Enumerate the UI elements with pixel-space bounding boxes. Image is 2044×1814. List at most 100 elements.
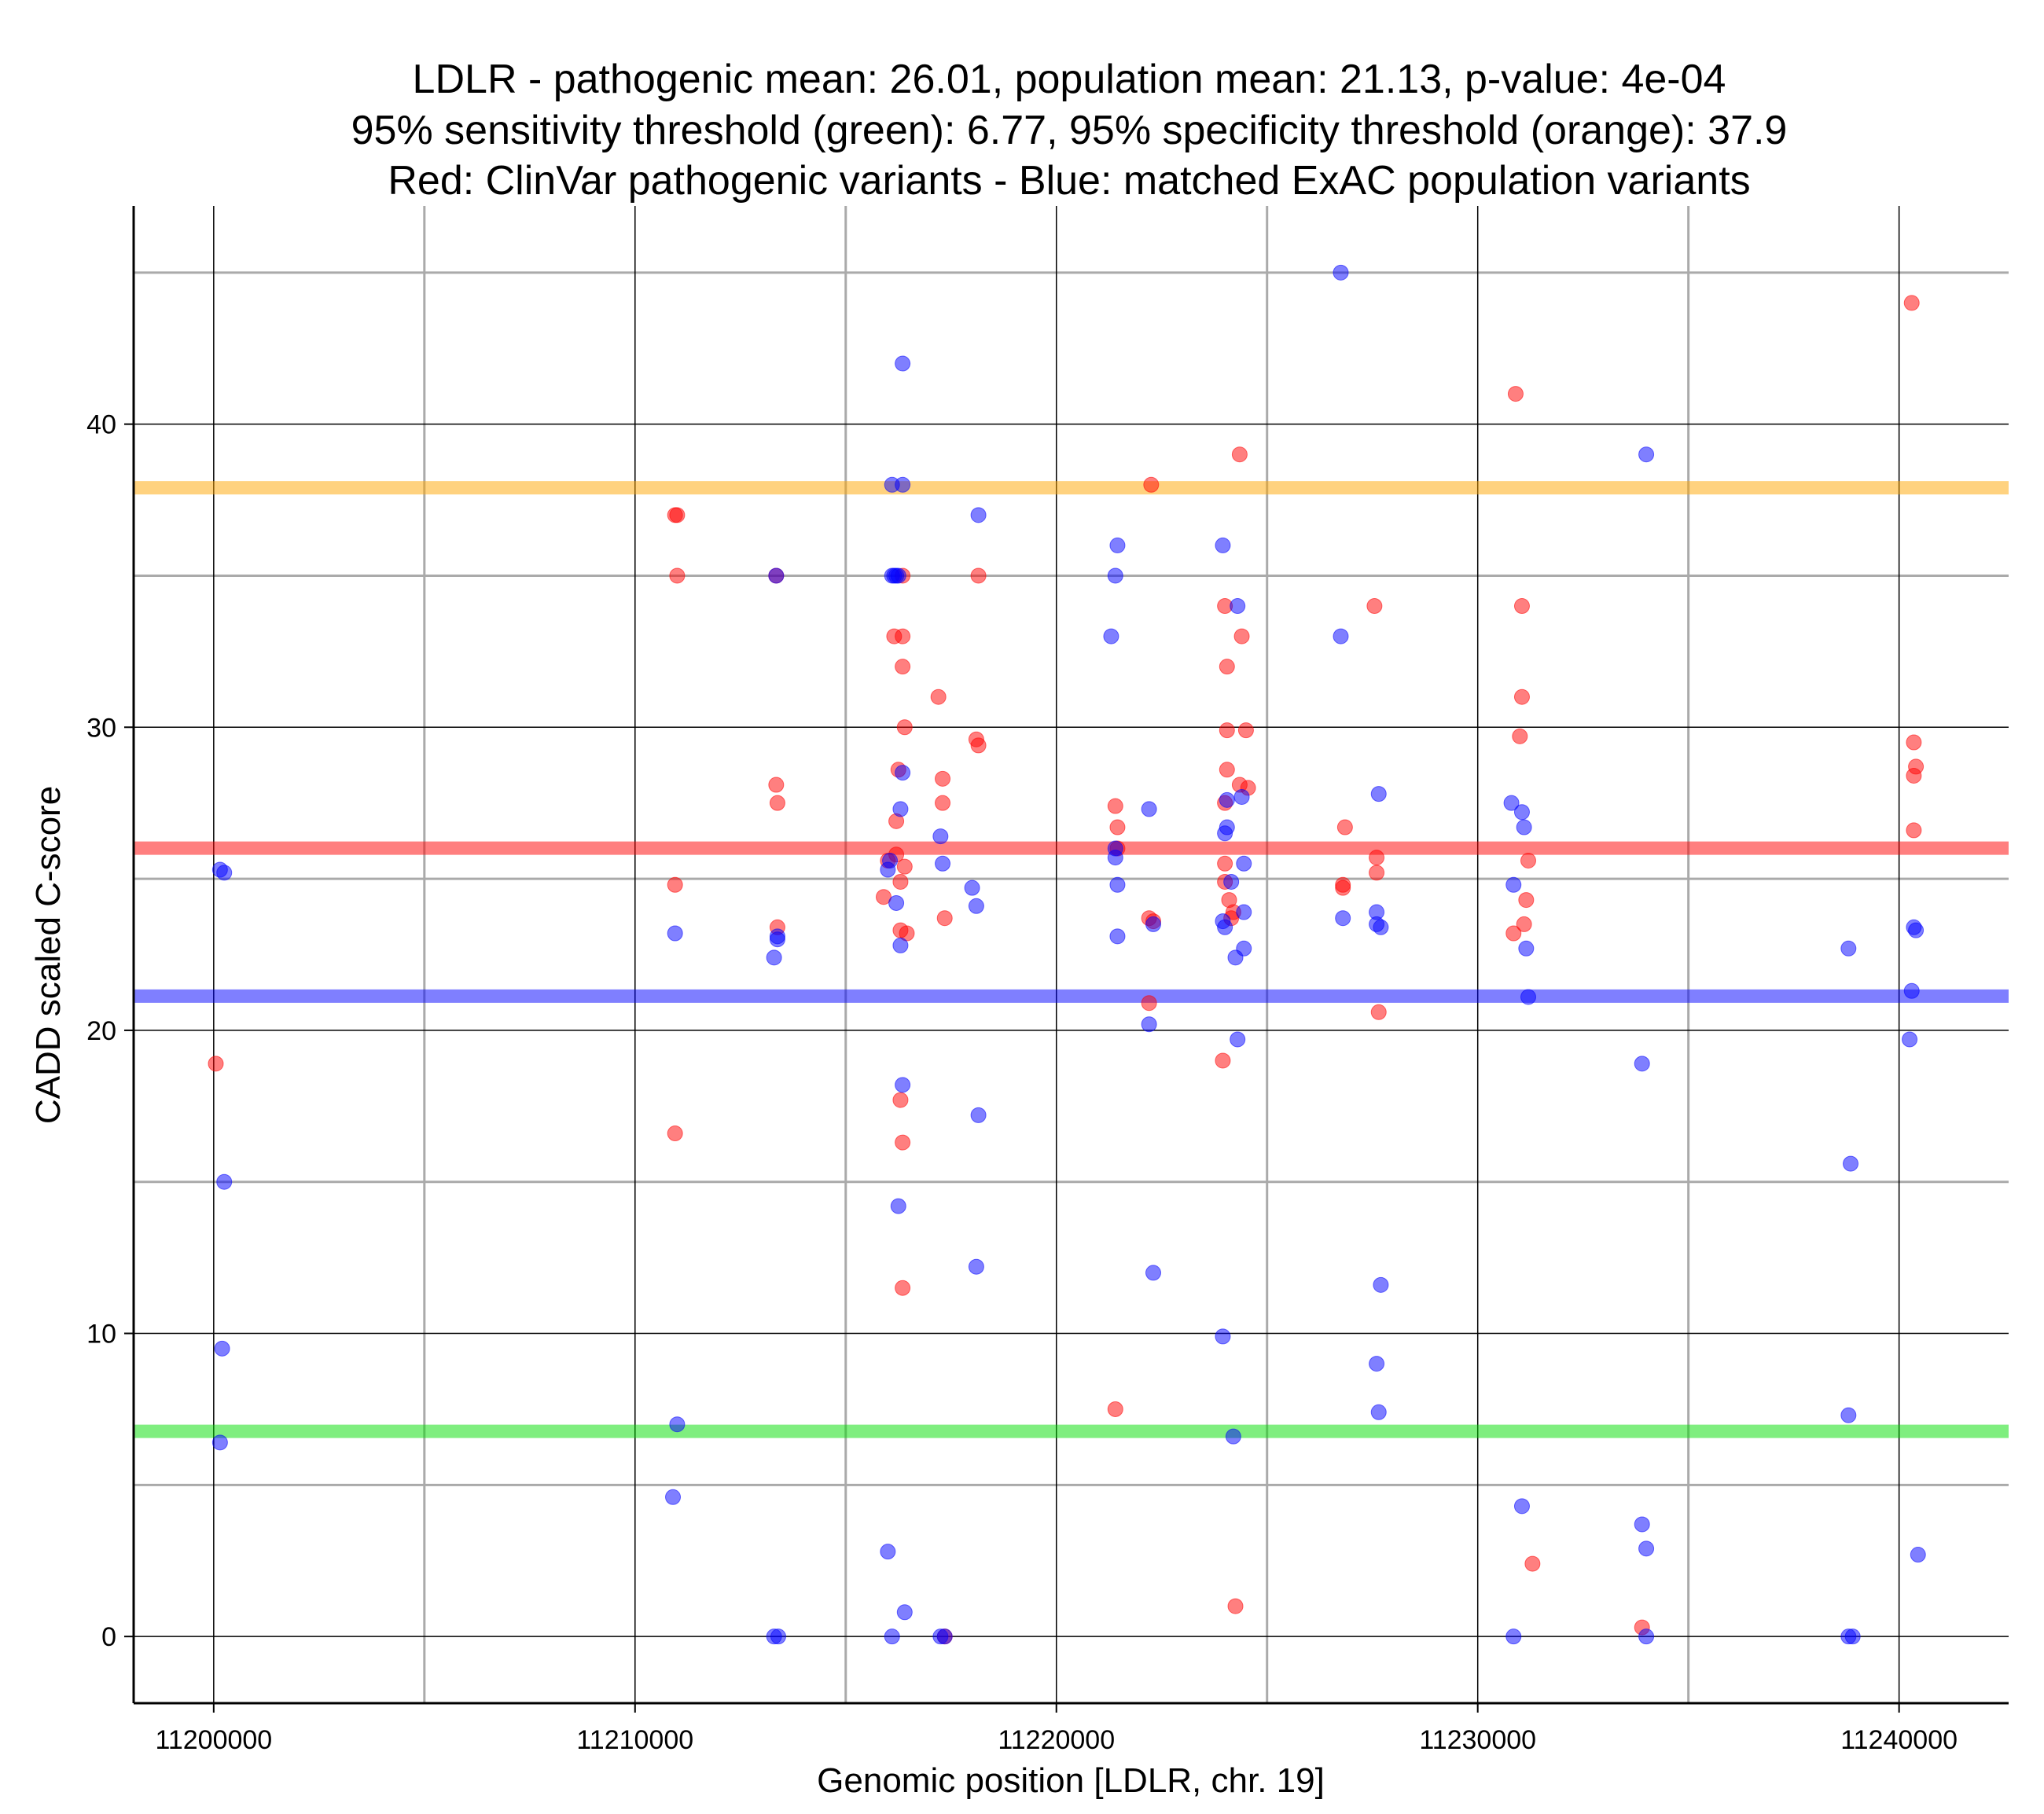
data-point xyxy=(1336,819,1353,835)
data-point xyxy=(1906,822,1922,839)
data-point xyxy=(936,910,953,927)
x-tick-label: 11200000 xyxy=(155,1725,272,1755)
y-tick-label: 20 xyxy=(86,1016,116,1046)
data-point xyxy=(1145,1265,1162,1281)
major-gridlines xyxy=(134,206,2009,1703)
data-point xyxy=(1103,628,1119,644)
data-point xyxy=(895,1077,911,1093)
data-point xyxy=(1219,722,1235,739)
data-point xyxy=(1366,598,1383,615)
data-point xyxy=(1215,1052,1231,1069)
data-point xyxy=(1369,850,1385,866)
data-point xyxy=(1638,446,1655,463)
data-point xyxy=(1333,628,1349,644)
data-point xyxy=(1230,598,1246,615)
x-tick-label: 11230000 xyxy=(1419,1725,1536,1755)
data-point xyxy=(970,1107,987,1123)
data-point xyxy=(1145,916,1162,932)
data-point xyxy=(895,355,911,372)
data-point xyxy=(892,1092,909,1108)
data-point xyxy=(1513,804,1530,821)
data-point xyxy=(1219,791,1235,808)
data-point xyxy=(1520,852,1537,868)
data-point xyxy=(876,889,891,905)
title-line-1: LDLR - pathogenic mean: 26.01, populatio… xyxy=(413,57,1726,102)
data-point xyxy=(1638,1629,1655,1645)
y-axis-ticks: 0 10 20 30 40 xyxy=(86,410,134,1652)
x-tick-label: 11240000 xyxy=(1840,1725,1958,1755)
data-point xyxy=(1370,1404,1387,1420)
data-point xyxy=(1107,850,1123,866)
data-point xyxy=(896,1604,913,1621)
data-point xyxy=(1906,734,1922,751)
data-point xyxy=(880,1544,896,1560)
data-point xyxy=(1843,1155,1859,1172)
data-point xyxy=(884,1629,900,1645)
data-point xyxy=(1109,876,1126,893)
data-point xyxy=(1370,1004,1387,1020)
data-point xyxy=(1233,628,1250,644)
data-point xyxy=(1107,1401,1123,1417)
data-point xyxy=(1231,446,1248,463)
data-point xyxy=(1109,819,1126,835)
data-point xyxy=(1227,949,1244,966)
data-point xyxy=(1373,919,1389,935)
x-axis-ticks: 11200000 11210000 11220000 11230000 11240000 xyxy=(155,1703,1958,1755)
data-point xyxy=(667,1125,683,1142)
chart-title: LDLR - pathogenic mean: 26.01, populatio… xyxy=(351,57,1788,204)
x-axis-label: Genomic position [LDLR, chr. 19] xyxy=(817,1761,1325,1800)
y-tick-label: 10 xyxy=(86,1320,116,1349)
data-point xyxy=(896,858,913,875)
data-point xyxy=(1335,910,1351,927)
data-point xyxy=(1513,598,1530,615)
data-point xyxy=(1505,876,1522,893)
data-point xyxy=(1634,1056,1650,1072)
data-point xyxy=(768,777,785,793)
data-point xyxy=(1219,819,1235,835)
data-point xyxy=(1505,925,1522,942)
data-point xyxy=(1219,659,1235,675)
data-point xyxy=(770,1629,787,1645)
data-point xyxy=(892,801,909,817)
data-point xyxy=(1840,940,1857,957)
data-point xyxy=(769,795,785,811)
data-points xyxy=(208,264,1926,1645)
y-axis-label: CADD scaled C-score xyxy=(29,786,68,1124)
data-point xyxy=(895,1134,911,1151)
data-point xyxy=(1109,928,1126,945)
data-point xyxy=(1524,1555,1541,1572)
data-point xyxy=(669,507,686,523)
data-point xyxy=(667,876,683,893)
data-point xyxy=(1217,855,1233,872)
data-point xyxy=(1370,786,1387,802)
data-point xyxy=(1107,798,1123,814)
data-point xyxy=(970,567,987,584)
data-point xyxy=(1512,728,1528,744)
title-line-2: 95% sensitivity threshold (green): 6.77,… xyxy=(351,108,1788,153)
data-point xyxy=(1236,855,1252,872)
data-point xyxy=(1908,922,1925,938)
data-point xyxy=(1906,767,1922,784)
minor-gridlines xyxy=(134,206,2009,1703)
data-point xyxy=(1225,1428,1241,1445)
data-point xyxy=(1107,567,1123,584)
x-tick-label: 11210000 xyxy=(576,1725,693,1755)
data-point xyxy=(935,795,951,811)
data-point xyxy=(1227,1598,1244,1614)
data-point xyxy=(1840,1407,1857,1423)
data-point xyxy=(1507,386,1524,402)
data-point xyxy=(1910,1547,1926,1563)
data-point xyxy=(1903,295,1920,311)
data-point xyxy=(1516,819,1532,835)
data-point xyxy=(1215,1328,1231,1345)
data-point xyxy=(1369,1356,1385,1372)
data-point xyxy=(1638,1540,1655,1557)
data-point xyxy=(890,1198,906,1214)
threshold-lines xyxy=(134,481,2009,1438)
data-point xyxy=(1518,892,1535,909)
data-point xyxy=(935,770,951,787)
data-point xyxy=(1369,865,1385,881)
data-point xyxy=(895,1280,911,1296)
